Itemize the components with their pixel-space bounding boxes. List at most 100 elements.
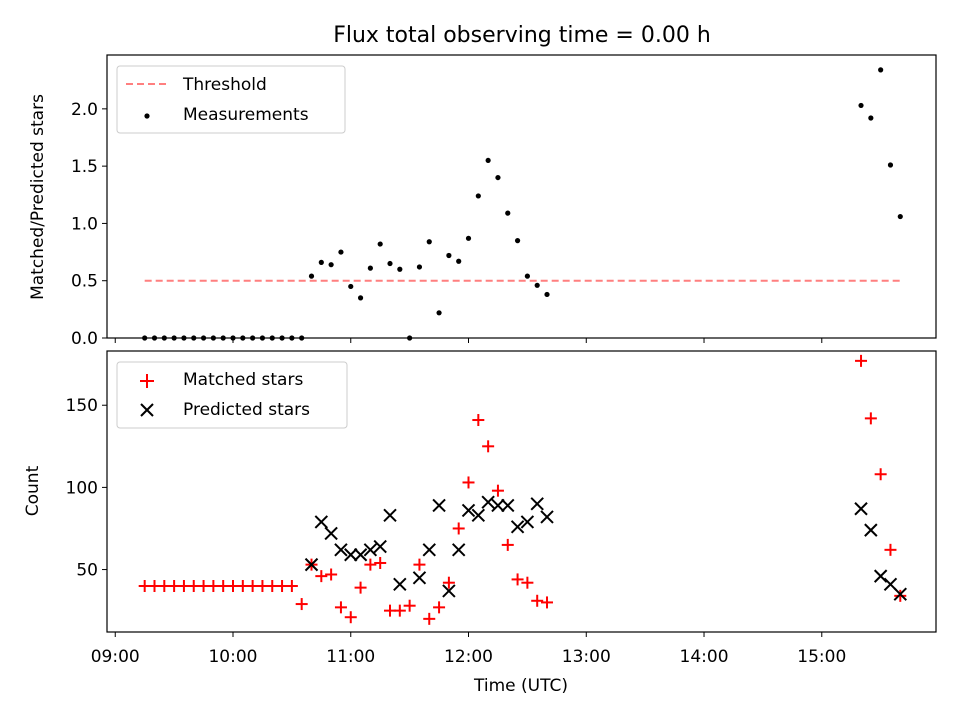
count-y-tick-label: 100 — [66, 478, 98, 498]
count-axes: 50 100 150 — [66, 396, 823, 637]
measurement-point — [485, 157, 491, 164]
x-tick-label: 13:00 — [562, 647, 611, 667]
matched-stars-point — [344, 611, 357, 624]
ratio-y-axis-label: Matched/Predicted stars — [28, 94, 48, 300]
predicted-stars-point — [432, 498, 446, 513]
matched-stars-point — [374, 556, 387, 569]
measurement-point — [887, 162, 894, 168]
predicted-stars-point — [393, 577, 407, 592]
matched-stars-point — [315, 570, 328, 583]
measurement-point — [308, 273, 315, 279]
ratio-y-tick-label: 1.5 — [71, 157, 98, 177]
matched-stars-point — [531, 594, 544, 607]
measurement-point — [397, 266, 403, 272]
measurements-legend-label: Measurements — [183, 105, 309, 125]
matched-stars-point — [521, 576, 534, 589]
predicted-stars-point — [451, 543, 466, 557]
matched-stars-point — [334, 601, 347, 614]
matched-stars-point — [442, 576, 455, 589]
count-y-tick-label: 150 — [66, 396, 98, 416]
count-panel: Count 50 100 150 Matched stars Predicted s… — [23, 350, 937, 637]
matched-stars-point — [354, 581, 367, 594]
matched-stars-point — [403, 599, 416, 612]
measurement-point — [338, 249, 344, 255]
matched-stars-point — [393, 604, 406, 617]
measurement-point — [456, 258, 462, 264]
predicted-stars-point — [304, 557, 319, 572]
predicted-stars-point — [334, 543, 348, 557]
predicted-stars-point — [412, 571, 427, 585]
measurement-point — [348, 283, 354, 290]
ratio-y-tick-label: 2.0 — [71, 100, 98, 120]
figure-title: Flux total observing time = 0.00 h — [333, 23, 711, 48]
matched-legend-label: Matched stars — [183, 370, 303, 390]
predicted-stars-point — [520, 515, 535, 529]
threshold-legend-label: Threshold — [182, 75, 267, 95]
measurement-point — [446, 252, 452, 259]
measurement-point — [897, 213, 903, 220]
x-axis-label: Time (UTC) — [473, 676, 568, 696]
count-legend-box — [116, 361, 348, 429]
ratio-axes: 0.0 0.5 1.0 1.5 2.0 — [71, 100, 823, 349]
measurement-point — [524, 273, 530, 279]
measurement-point — [357, 295, 364, 301]
matched-stars-point — [433, 601, 446, 614]
predicted-stars-point — [540, 510, 554, 524]
count-plot-frame — [106, 350, 937, 633]
predicted-stars-point — [854, 502, 868, 516]
measurement-point — [505, 210, 511, 216]
measurement-point — [544, 291, 550, 298]
predicted-stars-point — [363, 543, 378, 557]
measurement-point — [328, 262, 334, 268]
matched-stars-point — [462, 476, 475, 489]
count-y-axis-label: Count — [23, 465, 43, 516]
predicted-stars-point — [314, 515, 329, 529]
predicted-stars-point — [461, 503, 476, 518]
measurement-point — [367, 265, 373, 271]
matched-stars-point — [894, 589, 907, 602]
ratio-y-tick-label: 0.0 — [71, 329, 98, 349]
measurement-point — [416, 264, 423, 270]
predicted-stars-point — [442, 584, 456, 598]
count-marks — [138, 354, 907, 625]
ratio-y-tick-label: 1.0 — [71, 214, 98, 234]
measurement-point — [534, 282, 540, 288]
predicted-stars-point — [344, 548, 358, 562]
predicted-stars-point — [491, 498, 505, 513]
ratio-plot-frame — [106, 54, 937, 339]
predicted-stars-point — [530, 497, 544, 511]
predicted-stars-point — [471, 508, 486, 523]
matched-legend-marker — [140, 374, 154, 388]
ratio-legend: Threshold Measurements — [116, 65, 346, 134]
predicted-stars-point — [873, 569, 888, 583]
ratio-panel: Matched/Predicted stars 0.00.51.01.52.0 … — [28, 54, 937, 349]
matched-stars-point — [884, 543, 897, 556]
matched-stars-point — [472, 414, 485, 427]
count-legend: Matched stars Predicted stars — [116, 361, 348, 429]
measurements-legend-marker — [144, 113, 150, 119]
matched-stars-point — [285, 579, 298, 592]
measurement-point — [858, 102, 864, 109]
predicted-legend-label: Predicted stars — [183, 400, 310, 420]
x-tick-label: 14:00 — [680, 647, 729, 667]
ratio-y-tick-label: 0.5 — [71, 272, 98, 292]
matched-stars-point — [413, 558, 426, 571]
x-tick-label: 11:00 — [326, 647, 375, 667]
measurement-point — [868, 115, 874, 121]
x-tick-label: 10:00 — [208, 647, 257, 667]
predicted-stars-point — [481, 495, 495, 509]
matched-stars-point — [491, 484, 504, 497]
x-axis: 09:00 10:00 11:00 12:00 13:00 14:00 15:00 — [91, 647, 847, 667]
x-tick-label: 09:00 — [91, 647, 140, 667]
measurement-point — [426, 239, 432, 245]
predicted-stars-point — [864, 523, 878, 537]
matched-stars-point — [452, 522, 465, 535]
count-y-tick-label: 50 — [76, 561, 98, 581]
predicted-stars-point — [324, 526, 338, 541]
predicted-stars-point — [383, 508, 397, 523]
measurement-point — [514, 238, 521, 244]
x-tick-label: 15:00 — [797, 647, 846, 667]
measurement-point — [878, 67, 884, 73]
matched-stars-point — [423, 612, 436, 625]
